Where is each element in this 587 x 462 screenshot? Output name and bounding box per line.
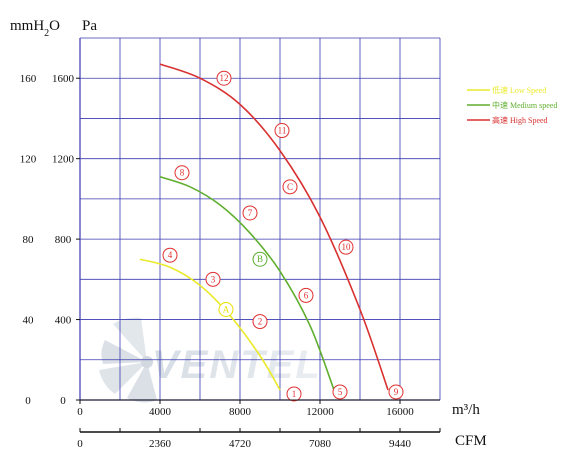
marker-circle xyxy=(274,123,290,139)
marker-label: 5 xyxy=(338,387,343,397)
y-tick-label-pa: 1200 xyxy=(52,154,75,166)
ventel-watermark-logo: VENTEL xyxy=(99,317,322,403)
y-tick-label-mmh2o: 80 xyxy=(23,234,35,246)
marker-circle xyxy=(252,314,268,330)
marker-circle xyxy=(298,287,314,303)
marker-circle xyxy=(205,271,221,287)
curve-marker: B xyxy=(252,251,268,267)
curve-marker: 8 xyxy=(174,165,190,181)
legend-entry-low: 低速 Low Speed xyxy=(467,85,546,95)
y-tick-label-pa: 1600 xyxy=(52,73,75,85)
marker-label: 6 xyxy=(304,290,309,300)
marker-label: B xyxy=(257,254,263,264)
x-tick-label-secondary: 2360 xyxy=(149,438,172,450)
x-tick-label-primary: 4000 xyxy=(149,406,172,418)
fan-logo-icon xyxy=(99,317,157,403)
marker-label: 4 xyxy=(168,250,173,260)
curve-marker: 7 xyxy=(242,205,258,221)
x-tick-label-primary: 0 xyxy=(77,406,83,418)
legend-label: 低速 Low Speed xyxy=(492,85,546,95)
x-unit-secondary: CFM xyxy=(455,433,487,449)
marker-circle xyxy=(218,302,234,317)
marker-circle xyxy=(174,165,190,181)
curve-marker: 12 xyxy=(216,70,232,86)
curve-marker: 1 xyxy=(286,386,302,402)
curve-low xyxy=(139,258,281,391)
curve-marker: 10 xyxy=(338,239,354,255)
x-tick-label-primary: 8000 xyxy=(229,406,252,418)
marker-circle xyxy=(242,205,258,221)
y-tick-label-pa: 400 xyxy=(55,315,72,327)
y-tick-label-mmh2o: 40 xyxy=(23,315,35,327)
curves xyxy=(139,63,389,391)
x-tick-label-secondary: 0 xyxy=(77,438,83,450)
y-tick-label-pa: 800 xyxy=(55,234,72,246)
legend-label: 中速 Medium speed xyxy=(492,100,557,110)
curve-marker: 6 xyxy=(298,287,314,303)
marker-circle xyxy=(338,239,354,255)
y-tick-label-pa: 0 xyxy=(60,395,66,407)
marker-label: 3 xyxy=(211,274,216,284)
x-tick-label-primary: 12000 xyxy=(306,406,334,418)
marker-circle xyxy=(162,247,178,263)
legend: 低速 Low Speed 中速 Medium speed 高速 High Speed xyxy=(467,85,557,125)
x-tick-label-secondary: 7080 xyxy=(309,438,332,450)
marker-label: A xyxy=(223,305,230,315)
curve-high xyxy=(159,63,389,391)
curve-marker: 4 xyxy=(162,247,178,263)
marker-circle xyxy=(286,386,302,402)
y-unit-right: Pa xyxy=(82,18,97,34)
curve-marker: 9 xyxy=(388,384,404,400)
marker-label: 10 xyxy=(342,242,352,252)
y-axis-ticks: 0 0 40 400 80 800 120 1200 160 1600 xyxy=(20,73,80,407)
x-unit-primary: m³/h xyxy=(452,402,480,418)
marker-label: 7 xyxy=(248,208,253,218)
y-tick-label-mmh2o: 0 xyxy=(25,395,31,407)
curve-marker: 5 xyxy=(332,384,348,400)
marker-label: 12 xyxy=(220,73,229,83)
marker-circle xyxy=(388,384,404,400)
curve-medium xyxy=(159,176,335,391)
marker-circle xyxy=(216,70,232,86)
x-tick-label-secondary: 4720 xyxy=(229,438,252,450)
y-tick-label-mmh2o: 120 xyxy=(20,154,37,166)
marker-circle xyxy=(332,384,348,400)
x-tick-label-primary: 16000 xyxy=(386,406,414,418)
marker-label: 11 xyxy=(278,126,287,136)
marker-label: 9 xyxy=(394,387,399,397)
marker-label: C xyxy=(287,182,293,192)
legend-label: 高速 High Speed xyxy=(492,115,548,125)
legend-entry-high: 高速 High Speed xyxy=(467,115,548,125)
grid xyxy=(79,37,441,401)
marker-circle xyxy=(282,179,298,195)
curve-marker: 3 xyxy=(205,271,221,287)
marker-label: 8 xyxy=(180,168,185,178)
legend-entry-medium: 中速 Medium speed xyxy=(467,100,557,110)
x-axes: 0 4000 8000 12000 16000 0 2360 4720 7080 9440 xyxy=(77,399,441,450)
curve-marker: 11 xyxy=(274,123,290,139)
y-unit-left: mmH2O xyxy=(10,18,60,39)
marker-label: 2 xyxy=(258,317,263,327)
curve-marker: C xyxy=(282,179,298,195)
watermark-text: VENTEL xyxy=(152,343,322,387)
y-tick-label-mmh2o: 160 xyxy=(20,73,37,85)
marker-label: 1 xyxy=(292,389,297,399)
x-tick-label-secondary: 9440 xyxy=(389,438,412,450)
marker-circle xyxy=(252,251,268,267)
curve-marker: A xyxy=(218,302,234,317)
curve-marker: 2 xyxy=(252,314,268,330)
